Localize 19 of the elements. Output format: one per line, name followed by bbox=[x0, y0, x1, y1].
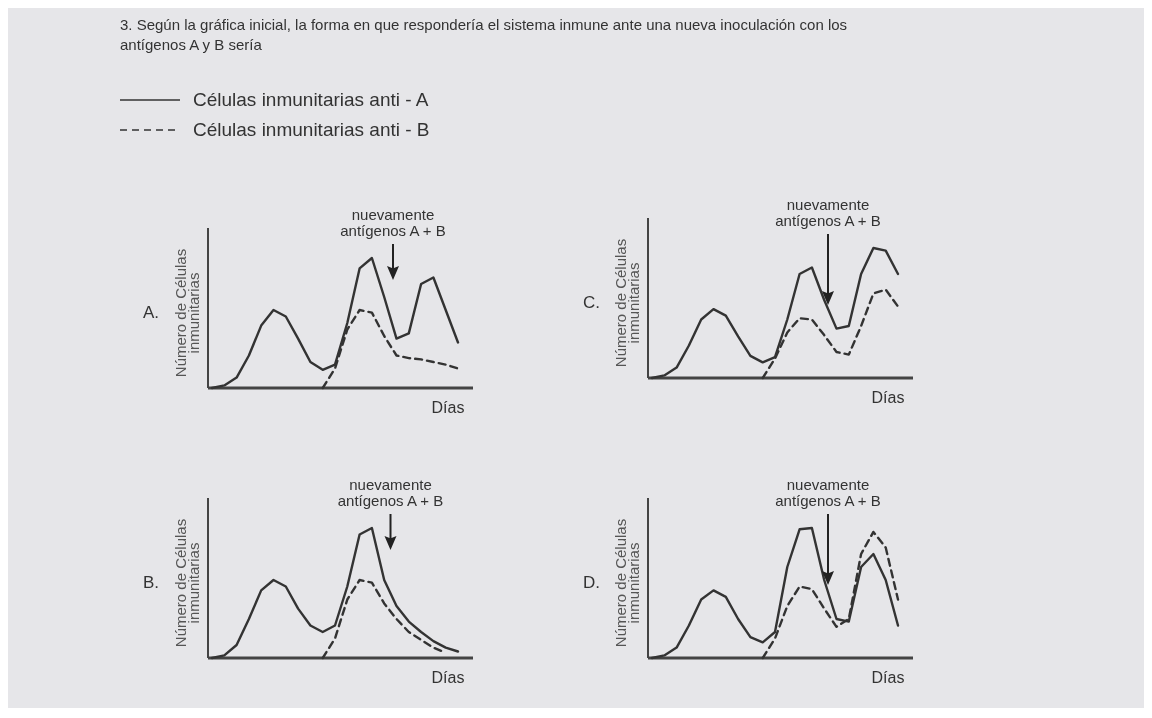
x-axis-title: Días bbox=[431, 669, 465, 686]
y-axis-title: Número de Células inmunitarias bbox=[612, 518, 642, 648]
text: C. bbox=[583, 293, 600, 312]
text: nuevamente antígenos A + B bbox=[775, 196, 881, 229]
x-axis-title: Días bbox=[431, 399, 465, 416]
text: nuevamente antígenos A + B bbox=[775, 476, 881, 509]
x-axis-title: Días bbox=[871, 669, 905, 686]
legend-label: Células inmunitarias anti - B bbox=[193, 119, 430, 140]
text: B. bbox=[143, 573, 160, 592]
text: nuevamente antígenos A + B bbox=[337, 476, 444, 509]
y-axis-title: Número de Células inmunitarias bbox=[612, 238, 642, 368]
text: D. bbox=[583, 573, 600, 592]
y-axis-title: Número de Células inmunitarias bbox=[172, 248, 202, 378]
text: 3. Según la gráfica inicial, la forma en que respondería el sistema inmune ante una nueva inoculación con los antígenos A y B sería bbox=[120, 16, 848, 53]
text: A. bbox=[143, 303, 160, 322]
x-axis-title: Días bbox=[871, 389, 905, 406]
text: nuevamente antígenos A + B bbox=[340, 206, 446, 239]
y-axis-title: Número de Células inmunitarias bbox=[172, 518, 202, 648]
legend-label: Células inmunitarias anti - A bbox=[193, 89, 429, 110]
